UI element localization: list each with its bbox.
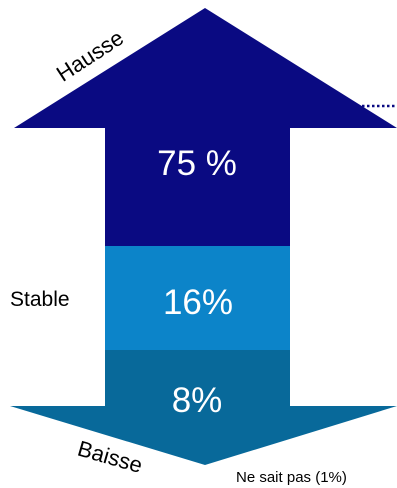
ne-sait-pas-label: Ne sait pas (1%) <box>236 469 347 486</box>
stable-block <box>105 246 290 350</box>
stable-value-label: 16% <box>163 283 233 322</box>
hausse-value-label: 75 % <box>157 144 237 183</box>
baisse-value-label: 8% <box>172 381 223 420</box>
stable-category-label: Stable <box>10 288 70 311</box>
baisse-arrow <box>10 350 397 465</box>
hausse-arrow <box>14 8 397 246</box>
